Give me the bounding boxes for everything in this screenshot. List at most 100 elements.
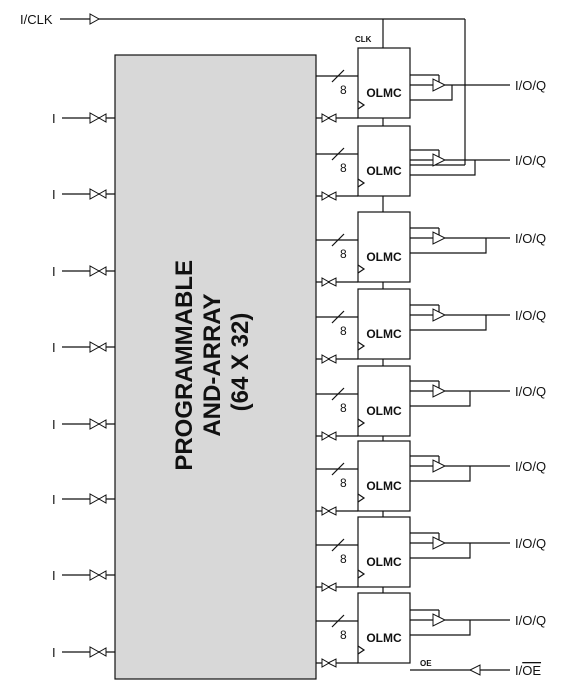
feedback-complement-icon: [321, 277, 331, 287]
input-complement-icon: [97, 570, 107, 580]
olmc-label: OLMC: [366, 404, 402, 418]
input-complement-icon: [97, 113, 107, 123]
bus-slash: [331, 69, 345, 83]
input-buffer-icon: [89, 265, 101, 277]
feedback-complement-icon: [321, 113, 331, 123]
feedback-buffer-icon: [326, 658, 337, 668]
feedback-complement-icon: [321, 191, 331, 201]
oe-input-label: I/OE: [515, 663, 541, 678]
feedback-complement-icon: [321, 431, 331, 441]
pin-feedback-line: [410, 160, 476, 176]
clock-edge-icon: [357, 264, 366, 274]
olmc-box: [357, 47, 411, 119]
feedback-complement-icon: [321, 354, 331, 364]
feedback-buffer-icon: [326, 191, 337, 201]
bus-width-label: 8: [340, 552, 347, 566]
input-label: I: [52, 111, 56, 126]
io-pin-label: I/O/Q: [515, 613, 546, 628]
bus-width-label: 8: [340, 628, 347, 642]
clock-edge-icon: [357, 100, 366, 110]
olmc-label: OLMC: [366, 631, 402, 645]
input-label: I: [52, 417, 56, 432]
bus-width-label: 8: [340, 476, 347, 490]
clk-label: CLK: [355, 35, 372, 44]
oe-input-bar: OE: [522, 663, 541, 678]
pin-feedback-line: [410, 543, 471, 559]
bus-width-label: 8: [340, 324, 347, 338]
clock-edge-icon: [357, 493, 366, 503]
pin-feedback-line: [410, 466, 471, 482]
oe-input-prefix: I/: [515, 663, 523, 678]
io-pin-label: I/O/Q: [515, 153, 546, 168]
olmc-box: [357, 516, 411, 588]
clock-buffer-icon: [89, 13, 101, 25]
io-pin-label: I/O/Q: [515, 308, 546, 323]
bus-width-label: 8: [340, 247, 347, 261]
input-buffer-icon: [89, 569, 101, 581]
input-buffer-icon: [89, 341, 101, 353]
io-pin-label: I/O/Q: [515, 231, 546, 246]
clock-edge-icon: [357, 569, 366, 579]
input-buffer-icon: [89, 646, 101, 658]
and-array: [114, 54, 317, 680]
pin-feedback-line: [410, 315, 487, 331]
and-array-label: PROGRAMMABLE AND-ARRAY (64 X 32): [171, 253, 254, 470]
feedback-buffer-icon: [326, 277, 337, 287]
feedback-complement-icon: [321, 582, 331, 592]
input-label: I: [52, 264, 56, 279]
oe-label: OE: [420, 659, 432, 668]
olmc-label: OLMC: [366, 86, 402, 100]
olmc-cells: OLMC 8 I/O/Q OLMC 8 I/O/Q OLMC 8 I/O/Q OLMC 8 I/O/Q…: [316, 47, 546, 668]
pin-feedback-line: [410, 238, 487, 254]
io-pin-label: I/O/Q: [515, 536, 546, 551]
bus-slash: [331, 147, 345, 161]
clock-edge-icon: [357, 645, 366, 655]
feedback-buffer-icon: [326, 354, 337, 364]
olmc-box: [357, 288, 411, 360]
input-buffer-icon: [89, 112, 101, 124]
io-pin-label: I/O/Q: [515, 384, 546, 399]
feedback-buffer-icon: [326, 431, 337, 441]
bus-width-label: 8: [340, 161, 347, 175]
io-pin-label: I/O/Q: [515, 78, 546, 93]
feedback-buffer-icon: [326, 113, 337, 123]
bus-slash: [331, 538, 345, 552]
bus-slash: [331, 614, 345, 628]
olmc-box: [357, 211, 411, 283]
feedback-complement-icon: [321, 506, 331, 516]
input-complement-icon: [97, 494, 107, 504]
bus-slash: [331, 233, 345, 247]
input-label: I: [52, 340, 56, 355]
olmc-label: OLMC: [366, 479, 402, 493]
olmc-label: OLMC: [366, 164, 402, 178]
io-pin-label: I/O/Q: [515, 459, 546, 474]
pin-feedback-line: [410, 620, 471, 636]
clock-input-label: I/CLK: [20, 12, 53, 27]
input-buffer-icon: [89, 418, 101, 430]
bus-width-label: 8: [340, 401, 347, 415]
input-complement-icon: [97, 342, 107, 352]
input-buffer-icon: [89, 493, 101, 505]
bus-slash: [331, 310, 345, 324]
pin-feedback-line: [410, 85, 453, 101]
olmc-box: [357, 592, 411, 664]
clock-edge-icon: [357, 418, 366, 428]
input-label: I: [52, 187, 56, 202]
input-complement-icon: [97, 266, 107, 276]
olmc-label: OLMC: [366, 555, 402, 569]
input-label: I: [52, 492, 56, 507]
olmc-box: [357, 365, 411, 437]
olmc-label: OLMC: [366, 250, 402, 264]
bus-width-label: 8: [340, 83, 347, 97]
input-label: I: [52, 568, 56, 583]
feedback-buffer-icon: [326, 582, 337, 592]
olmc-box: [357, 440, 411, 512]
feedback-buffer-icon: [326, 506, 337, 516]
input-pins: I I I I I I I I: [52, 111, 115, 660]
bus-slash: [331, 387, 345, 401]
clock-edge-icon: [357, 178, 366, 188]
clock-edge-icon: [357, 341, 366, 351]
olmc-box: [357, 125, 411, 197]
oe-buffer-icon: [468, 664, 481, 676]
